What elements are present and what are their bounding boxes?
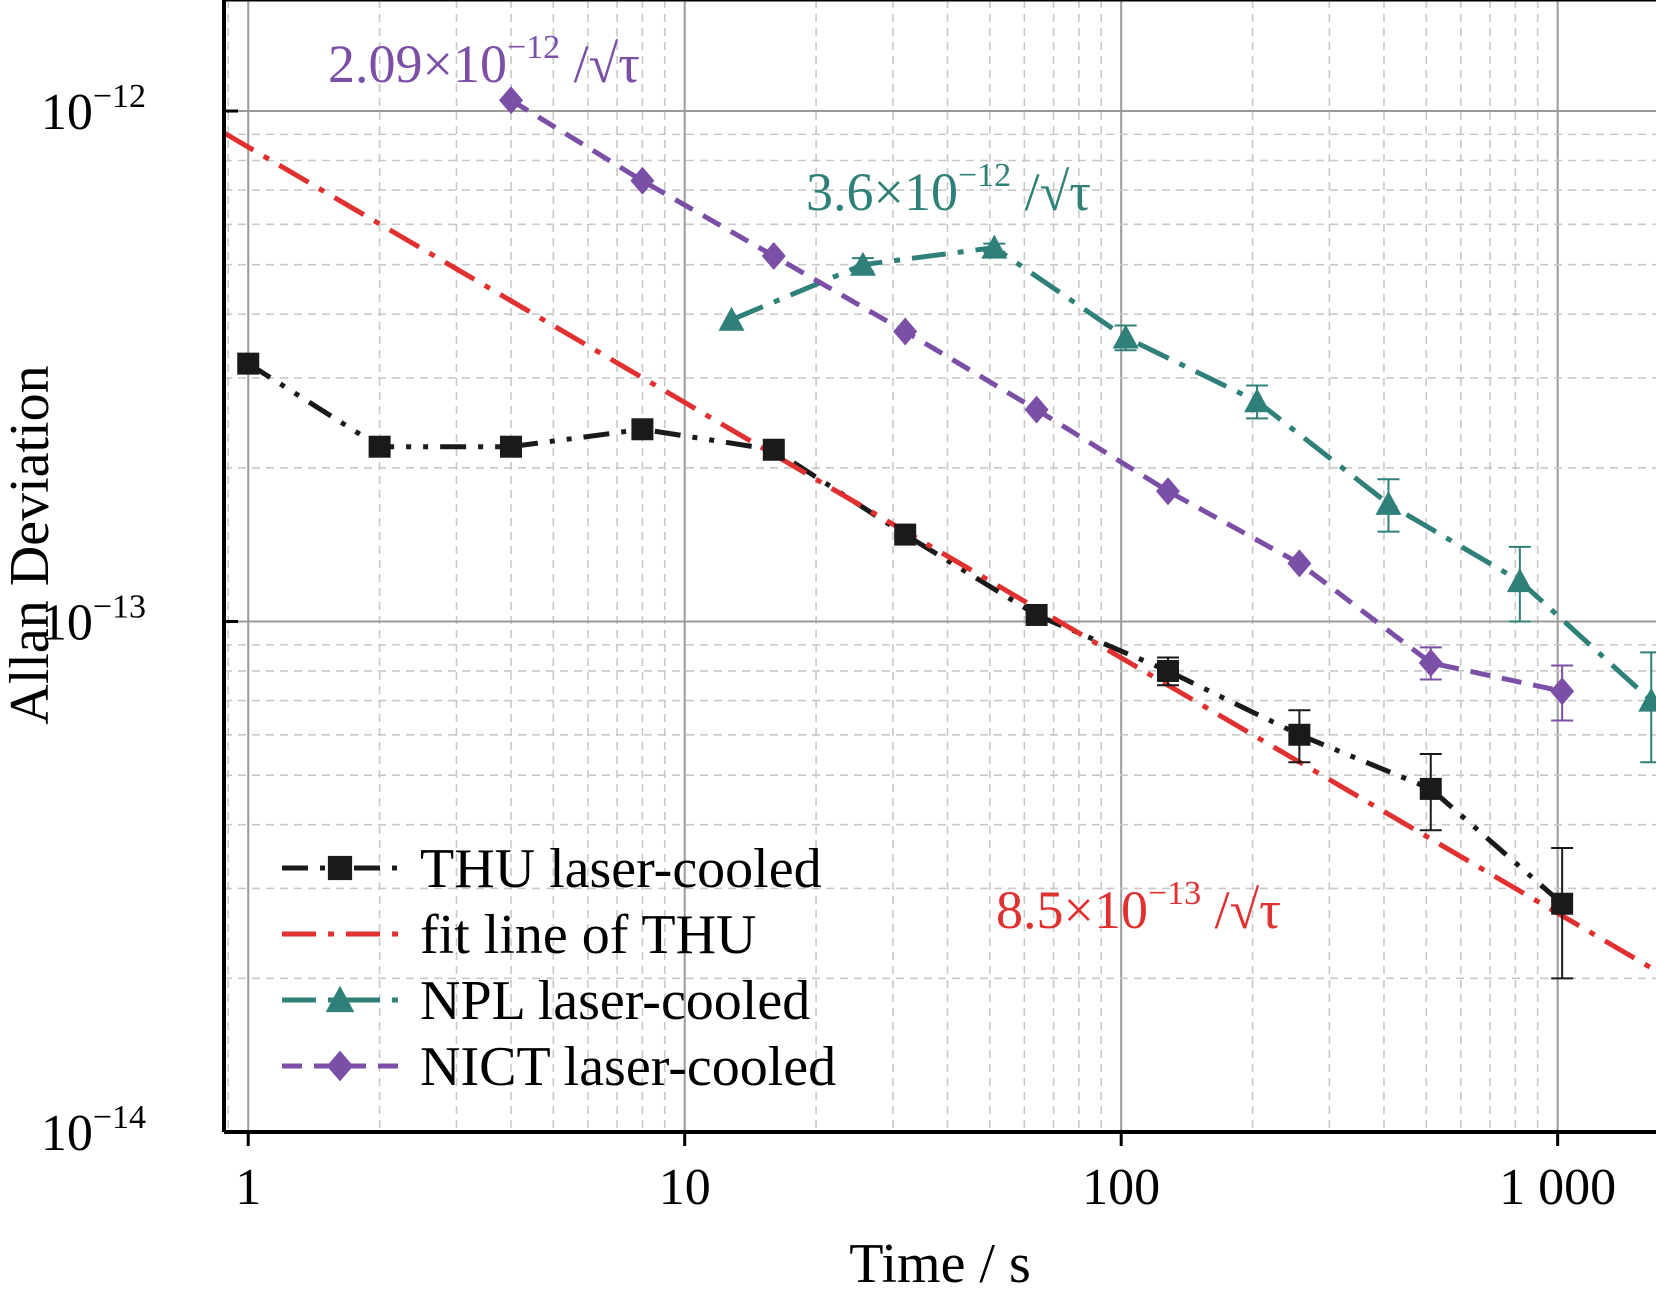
diamond-marker <box>893 317 918 346</box>
legend-label: NPL laser-cooled <box>420 970 810 1032</box>
x-tick-label: 1 000 <box>1499 1159 1616 1216</box>
square-marker <box>368 435 391 458</box>
y-tick-exponent: −13 <box>93 589 146 626</box>
plot-background <box>224 0 1656 1132</box>
x-tick-label: 1 <box>235 1159 261 1216</box>
legend-label: fit line of THU <box>420 904 756 966</box>
diamond-marker <box>1418 648 1443 677</box>
triangle-marker <box>1112 324 1139 349</box>
diamond-marker <box>326 1050 354 1082</box>
legend-item: fit line of THU <box>282 904 756 966</box>
square-marker <box>1156 659 1179 682</box>
square-marker <box>1551 892 1574 915</box>
diamond-marker <box>761 242 786 271</box>
legend-item: NICT laser-cooled <box>282 1036 836 1098</box>
triangle-marker <box>981 234 1008 259</box>
fit-annotation: 2.09×10−12 /√τ <box>328 29 640 94</box>
y-tick-exponent: −12 <box>93 78 146 115</box>
triangle-marker <box>1244 388 1271 413</box>
triangle-marker <box>718 306 745 331</box>
triangle-marker <box>1506 568 1533 593</box>
square-marker <box>631 418 654 441</box>
x-tick-label: 100 <box>1082 1159 1160 1216</box>
x-tick-label: 10 <box>659 1159 711 1216</box>
series-markers <box>237 86 1656 915</box>
square-marker <box>762 438 785 461</box>
triangle-marker <box>849 251 876 276</box>
square-marker <box>1419 777 1442 800</box>
legend-label: THU laser-cooled <box>420 838 822 900</box>
square-marker <box>500 435 523 458</box>
square-marker <box>1025 603 1048 626</box>
fit-annotation: 8.5×10−13 /√τ <box>996 875 1281 940</box>
diamond-marker <box>1550 677 1575 706</box>
square-marker <box>327 855 353 881</box>
diamond-marker <box>630 166 655 195</box>
square-marker <box>894 523 917 546</box>
series-line <box>224 130 1656 973</box>
diamond-marker <box>499 86 524 115</box>
diamond-marker <box>1155 477 1180 506</box>
y-tick-label: 10−12 <box>41 78 146 141</box>
triangle-marker <box>1638 687 1656 712</box>
fit-annotation: 3.6×10−12 /√τ <box>806 157 1091 222</box>
legend-item: THU laser-cooled <box>282 838 822 900</box>
diamond-marker <box>1287 549 1312 578</box>
square-marker <box>237 352 260 375</box>
triangle-marker <box>325 985 355 1013</box>
square-marker <box>1288 723 1311 746</box>
diamond-marker <box>1024 395 1049 424</box>
legend-label: NICT laser-cooled <box>420 1036 836 1098</box>
legend-item: NPL laser-cooled <box>282 970 810 1032</box>
annotations: 2.09×10−12 /√τ 3.6×10−12 /√τ 8.5×10−13 /√τ <box>328 29 1281 940</box>
y-tick-label: 10−14 <box>41 1099 146 1162</box>
y-axis-title: Allan Deviation <box>0 365 61 724</box>
y-tick-exponent: −14 <box>93 1099 146 1136</box>
x-axis-title: Time / s <box>849 1233 1031 1291</box>
triangle-marker <box>1375 490 1402 515</box>
